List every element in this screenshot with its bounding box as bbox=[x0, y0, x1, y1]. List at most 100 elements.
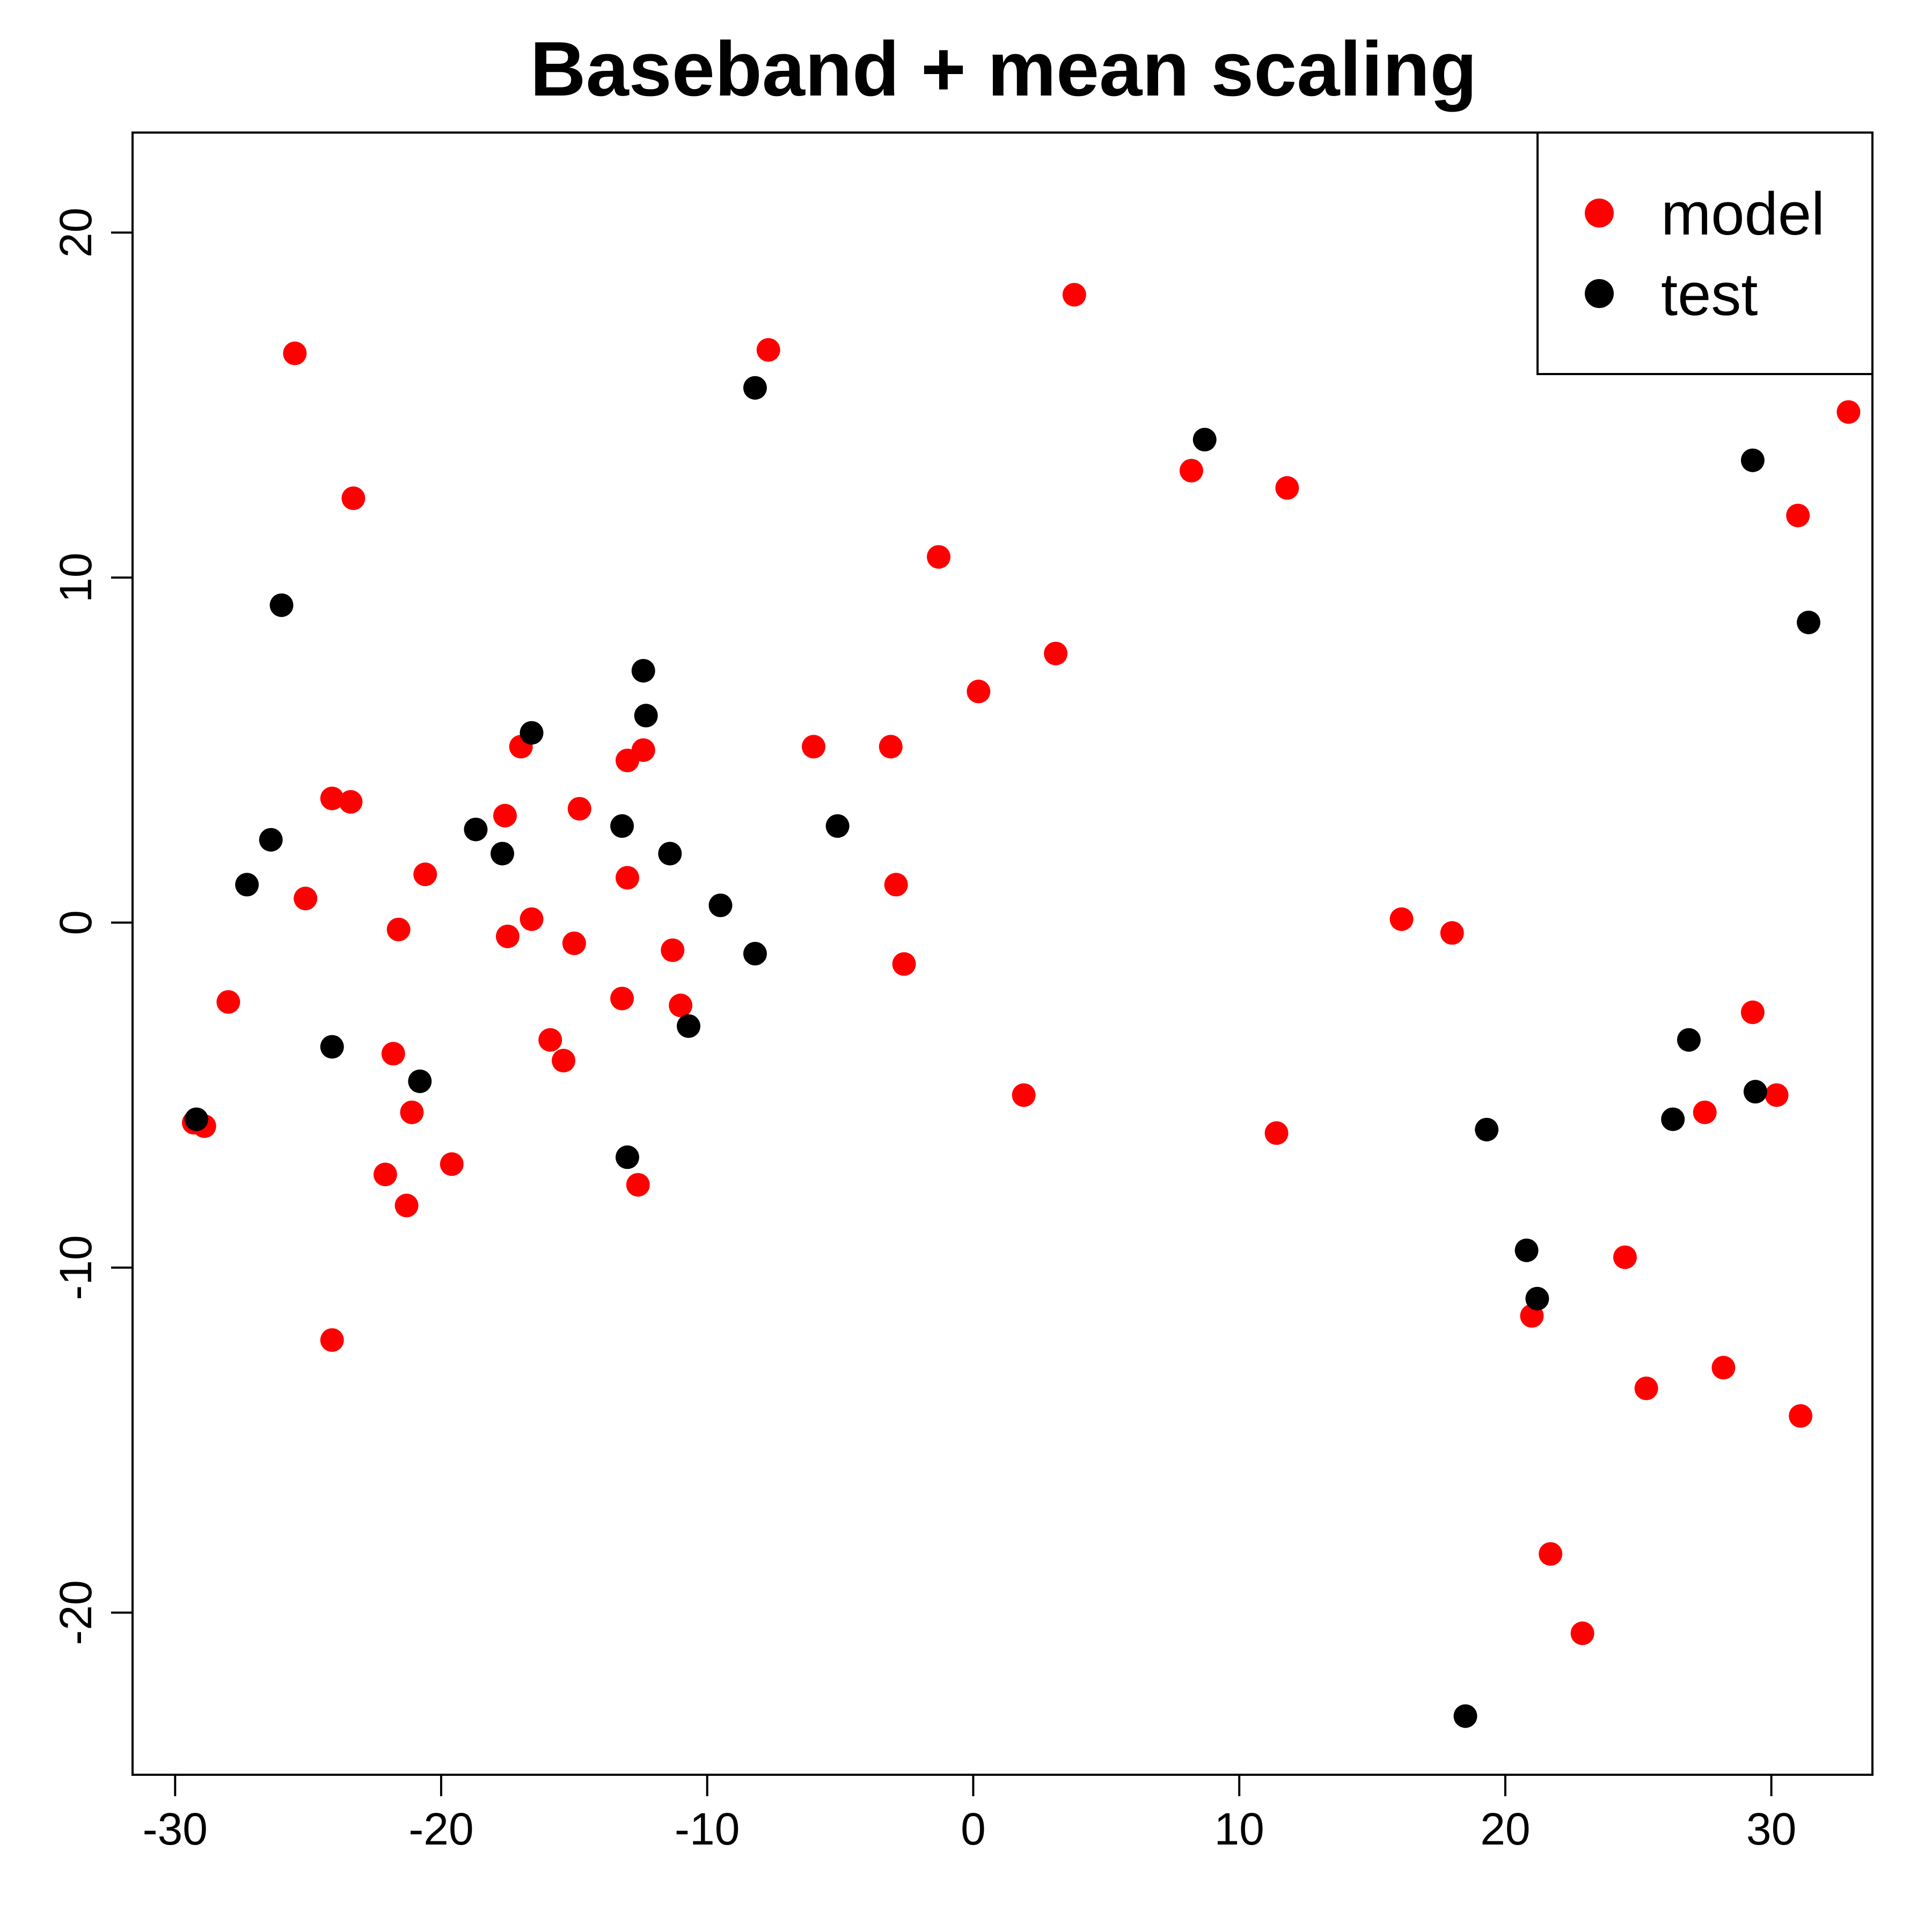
data-point-test bbox=[1740, 448, 1765, 472]
data-point-model bbox=[1179, 459, 1203, 482]
data-point-test bbox=[1743, 1080, 1767, 1104]
legend-marker-test bbox=[1585, 279, 1614, 308]
y-tick-label: -20 bbox=[50, 1580, 101, 1645]
data-point-model bbox=[879, 735, 903, 759]
data-point-test bbox=[269, 593, 294, 617]
data-point-test bbox=[631, 658, 655, 683]
data-point-test bbox=[1475, 1117, 1499, 1141]
data-point-model bbox=[440, 1152, 464, 1176]
data-point-model bbox=[927, 545, 951, 569]
data-point-model bbox=[1634, 1377, 1658, 1400]
x-axis: -30 -20 -10 0 10 20 30 bbox=[143, 1774, 1796, 1854]
data-point-model bbox=[567, 797, 591, 821]
data-point-test bbox=[658, 841, 682, 866]
chart-title: Baseband + mean scaling bbox=[530, 26, 1477, 112]
data-point-model bbox=[216, 990, 240, 1014]
data-point-test bbox=[743, 376, 767, 400]
data-point-model bbox=[1012, 1083, 1036, 1107]
data-points bbox=[182, 283, 1861, 1728]
data-point-test bbox=[235, 873, 259, 897]
y-axis: -20 -10 0 10 20 bbox=[50, 208, 134, 1645]
data-point-test bbox=[320, 1035, 344, 1059]
data-point-model bbox=[394, 1194, 419, 1218]
data-point-model bbox=[1740, 1000, 1765, 1024]
data-point-model bbox=[400, 1100, 424, 1124]
data-point-model bbox=[386, 918, 411, 941]
data-point-test bbox=[616, 1145, 640, 1169]
data-point-test bbox=[1661, 1107, 1685, 1131]
legend-box bbox=[1536, 131, 1874, 375]
data-point-model bbox=[631, 738, 655, 762]
data-point-test bbox=[491, 841, 515, 866]
data-point-model bbox=[538, 1028, 562, 1052]
data-point-test bbox=[1514, 1238, 1539, 1262]
data-point-model bbox=[552, 1049, 576, 1073]
x-tick-label: 0 bbox=[961, 1804, 986, 1854]
legend-label-model: model bbox=[1661, 180, 1825, 247]
data-point-model bbox=[1570, 1621, 1594, 1645]
data-point-model bbox=[413, 862, 437, 887]
y-tick-label: -10 bbox=[50, 1235, 101, 1300]
data-point-model bbox=[495, 924, 519, 948]
data-point-test bbox=[677, 1014, 701, 1038]
data-point-test bbox=[519, 721, 544, 745]
data-point-model bbox=[802, 735, 826, 759]
data-point-model bbox=[341, 486, 365, 510]
x-tick-label: -10 bbox=[675, 1804, 740, 1854]
data-point-model bbox=[626, 1173, 650, 1197]
x-tick-label: -30 bbox=[143, 1804, 208, 1854]
data-point-model bbox=[1711, 1356, 1736, 1380]
data-point-model bbox=[1836, 400, 1861, 424]
data-point-model bbox=[294, 887, 318, 911]
data-point-model bbox=[1062, 283, 1086, 307]
data-point-test bbox=[259, 828, 283, 852]
data-point-model bbox=[1613, 1245, 1637, 1269]
data-point-model bbox=[1765, 1083, 1789, 1107]
data-point-model bbox=[562, 931, 586, 955]
data-point-model bbox=[1275, 476, 1299, 500]
data-point-model bbox=[756, 338, 780, 362]
data-point-test bbox=[464, 817, 488, 841]
data-point-model bbox=[1786, 503, 1810, 528]
data-point-test bbox=[825, 814, 850, 838]
data-point-model bbox=[283, 341, 307, 365]
data-point-test bbox=[708, 894, 733, 917]
data-point-model bbox=[493, 803, 517, 828]
legend: model test bbox=[1536, 131, 1874, 375]
data-point-model bbox=[884, 873, 908, 897]
data-point-test bbox=[634, 704, 658, 728]
data-point-model bbox=[320, 1328, 344, 1352]
data-point-test bbox=[1677, 1028, 1701, 1052]
y-tick-label: 10 bbox=[50, 553, 101, 603]
data-point-model bbox=[381, 1042, 405, 1066]
x-tick-label: -20 bbox=[408, 1804, 473, 1854]
data-point-model bbox=[320, 786, 344, 810]
data-point-model bbox=[1264, 1121, 1289, 1145]
data-point-model bbox=[339, 790, 363, 814]
data-point-model bbox=[669, 993, 693, 1018]
data-point-test bbox=[1192, 428, 1217, 452]
y-tick-label: 0 bbox=[50, 910, 101, 935]
data-point-test bbox=[610, 814, 634, 838]
legend-marker-model bbox=[1585, 199, 1614, 228]
data-point-test bbox=[184, 1107, 208, 1131]
data-point-model bbox=[1693, 1100, 1717, 1124]
legend-label-test: test bbox=[1661, 261, 1758, 328]
data-point-model bbox=[1539, 1542, 1563, 1566]
data-point-model bbox=[1044, 641, 1068, 665]
data-point-model bbox=[967, 679, 991, 704]
data-point-model bbox=[1789, 1404, 1813, 1428]
data-point-model bbox=[661, 938, 685, 962]
data-point-model bbox=[1389, 907, 1414, 931]
data-point-test bbox=[1797, 610, 1821, 634]
plot-frame bbox=[131, 131, 1874, 1776]
data-point-model bbox=[1440, 921, 1464, 945]
data-point-test bbox=[408, 1069, 432, 1093]
x-tick-label: 20 bbox=[1480, 1804, 1530, 1854]
data-point-model bbox=[892, 952, 916, 976]
data-point-model bbox=[610, 986, 634, 1011]
data-point-test bbox=[1525, 1286, 1549, 1311]
data-point-test bbox=[1453, 1704, 1477, 1728]
data-point-model bbox=[519, 907, 544, 931]
